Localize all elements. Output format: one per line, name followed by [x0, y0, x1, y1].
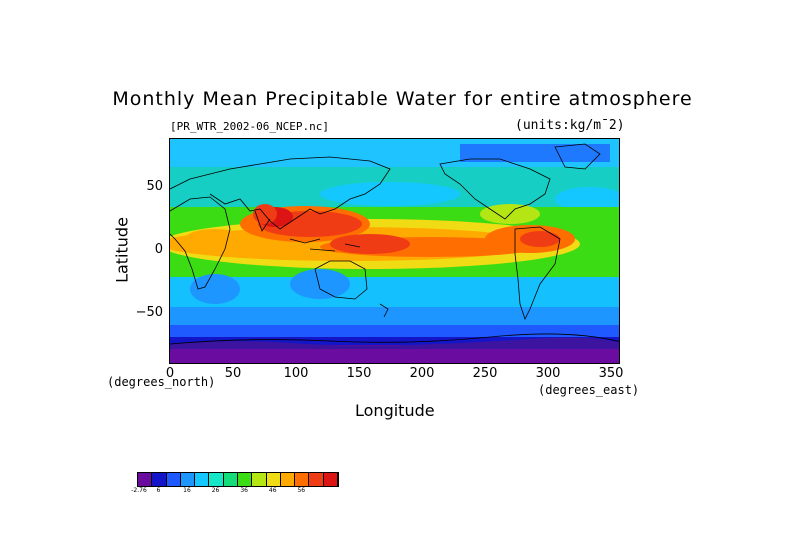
- y-tick-label: −50: [135, 305, 163, 320]
- colorbar-tick-label: 26: [211, 487, 220, 494]
- colorbar-swatch: [166, 473, 181, 486]
- colorbar-swatch: [280, 473, 296, 486]
- x-axis-unit: (degrees_east): [538, 383, 640, 397]
- colorbar-tick-label: 16: [183, 487, 191, 494]
- colorbar-swatch: [209, 473, 224, 486]
- colorbar-swatch: [195, 473, 210, 486]
- file-label: [PR_WTR_2002-06_NCEP.nc]: [170, 120, 329, 133]
- colorbar-swatch: [323, 473, 338, 486]
- map-title: Monthly Mean Precipitable Water for enti…: [112, 88, 693, 110]
- x-tick-label: 200: [409, 366, 435, 381]
- colorbar-swatch: [252, 473, 267, 486]
- colorbar-swatch: [295, 473, 310, 486]
- x-tick-label: 0: [165, 366, 175, 381]
- colorbar-swatch: [237, 473, 253, 486]
- colorbar-tick-label: 36: [240, 487, 248, 494]
- x-tick-label: 100: [283, 366, 309, 381]
- x-tick-label: 250: [472, 366, 498, 381]
- y-axis-unit: (degrees_north): [107, 375, 216, 389]
- precipitable-water-map: [169, 138, 620, 364]
- colorbar-labels: -2.76 6 16 26 36 46 56: [131, 487, 337, 497]
- colorbar-swatch: [152, 473, 167, 486]
- y-tick-label: 50: [146, 179, 163, 194]
- colorbar-tick-label: 56: [297, 487, 306, 494]
- y-axis-label: Latitude: [112, 217, 132, 283]
- x-tick-label: 150: [346, 366, 372, 381]
- colorbar-swatch: [309, 473, 324, 486]
- colorbar-tick-label: -2.76: [131, 487, 147, 494]
- colorbar: [137, 472, 339, 487]
- x-axis-label: Longitude: [355, 401, 435, 420]
- colorbar-tick-label: 46: [268, 487, 277, 494]
- x-tick-label: 350: [598, 366, 624, 381]
- x-tick-label: 50: [224, 366, 242, 381]
- colorbar-swatch: [180, 473, 196, 486]
- colorbar-swatch: [223, 473, 238, 486]
- colorbar-swatch: [266, 473, 281, 486]
- units-label: (units:kg/m¯2): [515, 118, 625, 133]
- x-tick-label: 300: [535, 366, 561, 381]
- colorbar-tick-label: 6: [156, 487, 161, 494]
- y-tick-label: 0: [154, 242, 163, 257]
- colorbar-swatch: [138, 473, 153, 486]
